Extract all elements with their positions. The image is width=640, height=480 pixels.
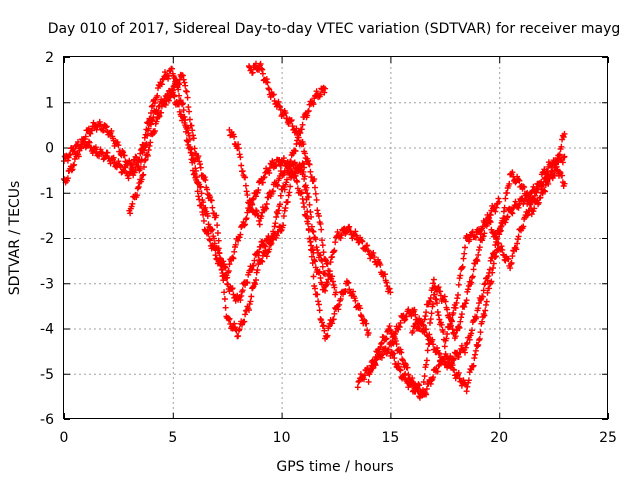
chart-title: Day 010 of 2017, Sidereal Day-to-day VTE… xyxy=(48,21,621,37)
data-series-9 xyxy=(409,195,503,342)
y-tick-label: -5 xyxy=(40,367,54,383)
y-tick-label: -1 xyxy=(40,186,54,202)
data-points xyxy=(61,60,568,401)
data-series-5 xyxy=(246,60,339,298)
series-4-points xyxy=(226,84,329,228)
data-series-8 xyxy=(387,152,568,401)
axis-ticks xyxy=(64,57,609,420)
y-tick-label: -6 xyxy=(40,412,54,428)
x-tick-label: 10 xyxy=(273,430,291,446)
x-tick-label: 25 xyxy=(599,430,617,446)
y-tick-label: -4 xyxy=(40,322,54,338)
data-series-4 xyxy=(226,84,329,228)
y-tick-label: 1 xyxy=(45,95,54,111)
series-2-points xyxy=(61,65,394,296)
y-tick-label: -3 xyxy=(40,276,54,292)
series-8-points xyxy=(387,152,568,401)
x-tick-label: 5 xyxy=(168,430,177,446)
series-9-points xyxy=(409,195,503,342)
y-tick-label: 2 xyxy=(45,50,54,66)
plot-frame xyxy=(63,56,608,419)
data-series-2 xyxy=(61,65,394,296)
series-7-points xyxy=(365,157,568,398)
x-tick-labels: 0 5 10 15 20 25 xyxy=(60,430,617,446)
data-series-3 xyxy=(126,71,372,342)
data-series-6 xyxy=(354,130,568,391)
series-3-points xyxy=(126,71,372,342)
y-tick-label: -2 xyxy=(40,231,54,247)
x-tick-label: 20 xyxy=(490,430,508,446)
x-axis-label: GPS time / hours xyxy=(276,459,393,475)
series-5-points xyxy=(246,60,339,298)
data-series-7 xyxy=(365,157,568,398)
y-axis-label: SDTVAR / TECUs xyxy=(7,181,23,296)
y-tick-labels: 2 1 0 -1 -2 -3 -4 -5 -6 xyxy=(40,50,54,428)
x-tick-label: 0 xyxy=(60,430,69,446)
y-tick-label: 0 xyxy=(45,141,54,157)
x-tick-label: 15 xyxy=(381,430,399,446)
series-6-points xyxy=(354,130,568,391)
